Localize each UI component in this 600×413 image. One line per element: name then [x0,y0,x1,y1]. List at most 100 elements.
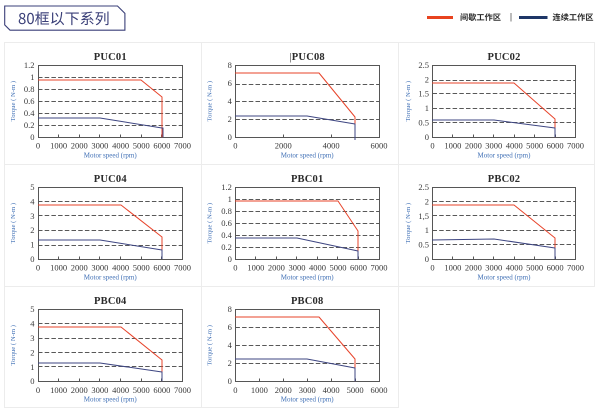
svg-text:Torque ( N-m ): Torque ( N-m ) [405,203,412,244]
svg-text:4000: 4000 [112,385,129,395]
svg-text:Torque ( N-m ): Torque ( N-m ) [207,203,214,244]
svg-text:0: 0 [233,262,237,272]
svg-text:1000: 1000 [50,141,67,151]
svg-text:5000: 5000 [526,141,543,151]
svg-text:1000: 1000 [444,141,461,151]
svg-text:Torque ( N-m ): Torque ( N-m ) [10,81,17,122]
svg-text:1000: 1000 [251,385,268,395]
svg-text:0: 0 [30,254,34,264]
svg-text:5: 5 [30,182,34,192]
svg-text:0: 0 [36,141,40,151]
svg-text:|PUC08: |PUC08 [289,52,324,63]
svg-text:Motor speed (rpm): Motor speed (rpm) [84,152,138,160]
svg-text:2000: 2000 [71,385,88,395]
svg-text:1000: 1000 [50,262,67,272]
svg-text:4000: 4000 [506,141,523,151]
svg-text:0: 0 [425,254,429,264]
svg-text:2: 2 [30,225,34,235]
svg-text:0: 0 [30,376,34,386]
svg-text:0: 0 [228,376,232,386]
svg-text:4: 4 [30,318,35,328]
svg-text:7000: 7000 [174,385,191,395]
svg-text:0: 0 [30,132,34,142]
svg-text:0: 0 [233,141,237,151]
svg-text:3000: 3000 [485,141,502,151]
svg-text:4000: 4000 [112,262,129,272]
svg-text:0: 0 [233,385,237,395]
svg-text:0.5: 0.5 [418,118,429,128]
svg-text:Motor speed (rpm): Motor speed (rpm) [281,152,335,160]
svg-text:1: 1 [228,194,232,204]
svg-text:0.8: 0.8 [24,84,35,94]
svg-text:4000: 4000 [309,262,326,272]
svg-text:1000: 1000 [50,385,67,395]
svg-text:Motor speed (rpm): Motor speed (rpm) [84,273,138,281]
svg-text:2000: 2000 [268,262,285,272]
svg-text:2: 2 [228,114,232,124]
svg-text:2000: 2000 [71,141,88,151]
svg-text:3000: 3000 [485,262,502,272]
svg-text:Torque ( N-m ): Torque ( N-m ) [207,81,214,122]
svg-text:2000: 2000 [275,141,292,151]
svg-text:4: 4 [228,96,233,106]
svg-text:0.4: 0.4 [221,230,232,240]
svg-text:2000: 2000 [465,262,482,272]
svg-text:6000: 6000 [547,262,564,272]
svg-text:1.5: 1.5 [418,89,429,99]
svg-text:0.2: 0.2 [24,120,35,130]
svg-text:Torque ( N-m ): Torque ( N-m ) [10,325,17,366]
svg-text:6000: 6000 [153,141,170,151]
svg-text:Motor speed (rpm): Motor speed (rpm) [281,396,335,404]
svg-text:5000: 5000 [133,262,150,272]
svg-text:0: 0 [36,262,40,272]
svg-text:4000: 4000 [112,141,129,151]
svg-text:Torque ( N-m ): Torque ( N-m ) [405,81,412,122]
svg-text:1,5: 1,5 [418,211,429,221]
svg-text:2: 2 [228,358,232,368]
svg-text:5000: 5000 [133,385,150,395]
svg-text:3000: 3000 [91,141,108,151]
svg-text:6: 6 [228,78,232,88]
svg-text:PUC02: PUC02 [487,52,520,63]
svg-text:3000: 3000 [288,262,305,272]
svg-text:3000: 3000 [299,385,316,395]
svg-text:0.6: 0.6 [221,218,232,228]
svg-text:2.5: 2.5 [418,60,429,70]
svg-text:7000: 7000 [567,262,584,272]
svg-text:0: 0 [36,385,40,395]
svg-text:8: 8 [228,304,232,314]
svg-text:5000: 5000 [329,262,346,272]
svg-text:5000: 5000 [526,262,543,272]
svg-text:5: 5 [30,304,34,314]
svg-text:1: 1 [425,103,429,113]
svg-text:6000: 6000 [371,385,388,395]
svg-text:6: 6 [228,322,232,332]
svg-text:0.6: 0.6 [24,96,35,106]
svg-text:2: 2 [425,196,429,206]
svg-text:0.5: 0.5 [418,239,429,249]
svg-text:1.2: 1.2 [24,60,35,70]
svg-text:6000: 6000 [371,141,388,151]
svg-text:8: 8 [228,60,232,70]
svg-text:1.2: 1.2 [221,182,232,192]
svg-text:1: 1 [30,239,34,249]
svg-text:4000: 4000 [323,141,340,151]
svg-text:0.8: 0.8 [221,206,232,216]
svg-text:7000: 7000 [371,262,388,272]
svg-text:2000: 2000 [71,262,88,272]
svg-text:1000: 1000 [444,262,461,272]
svg-text:1: 1 [30,72,34,82]
svg-text:6000: 6000 [153,262,170,272]
svg-text:2000: 2000 [275,385,292,395]
svg-text:4: 4 [228,340,233,350]
svg-text:2.5: 2.5 [418,182,429,192]
svg-text:5000: 5000 [347,385,364,395]
svg-text:Motor speed (rpm): Motor speed (rpm) [84,396,138,404]
svg-text:2: 2 [30,347,34,357]
svg-text:4: 4 [30,196,35,206]
svg-text:6000: 6000 [350,262,367,272]
svg-text:0: 0 [228,132,232,142]
svg-text:6000: 6000 [153,385,170,395]
svg-text:Motor speed (rpm): Motor speed (rpm) [478,273,532,281]
svg-text:3000: 3000 [91,385,108,395]
